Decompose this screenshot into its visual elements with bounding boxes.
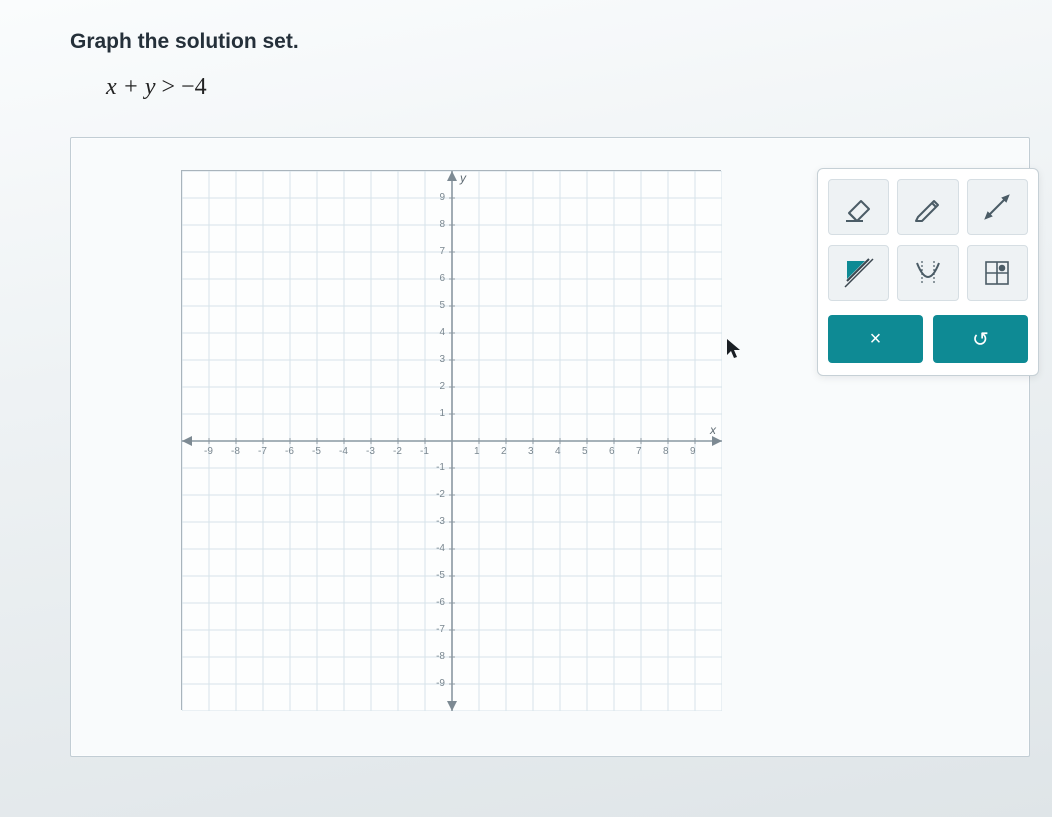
x-tick-label: 9 xyxy=(690,446,696,457)
y-tick-label: -2 xyxy=(436,489,445,500)
undo-button[interactable]: ↺ xyxy=(933,315,1028,363)
prompt-text: Graph the solution set. xyxy=(70,30,1052,54)
y-tick-label: 2 xyxy=(439,381,445,392)
inequality-expression: x + y > −4 xyxy=(106,74,1052,101)
work-panel: -9 -9 -8 -8 -7 -7 -6 -6 -5 -5 -4 -4 -3 -3 -2 -2 -1 -1 1 1 2 2… xyxy=(70,137,1030,757)
shade-region-icon xyxy=(843,257,875,289)
y-tick-label: -3 xyxy=(436,516,445,527)
clear-label: × xyxy=(870,328,882,351)
x-tick-label: 8 xyxy=(663,446,669,457)
x-tick-label: 3 xyxy=(528,446,534,457)
y-tick-label: 9 xyxy=(439,192,445,203)
parabola-tool[interactable] xyxy=(897,245,958,301)
x-tick-label: -8 xyxy=(231,446,240,457)
clear-button[interactable]: × xyxy=(828,315,923,363)
equation-op: > xyxy=(162,74,176,100)
line-icon xyxy=(981,191,1013,223)
y-tick-label: 4 xyxy=(439,327,445,338)
y-tick-label: -8 xyxy=(436,651,445,662)
page: Graph the solution set. x + y > −4 -9-9-… xyxy=(0,0,1052,757)
y-tick-label: -6 xyxy=(436,597,445,608)
x-tick-label: -6 xyxy=(285,446,294,457)
x-tick-label: -3 xyxy=(366,446,375,457)
y-tick-label: -9 xyxy=(436,678,445,689)
grid-snap-tool[interactable] xyxy=(967,245,1028,301)
x-axis-label: x xyxy=(710,423,716,437)
drawing-toolbox: × ↺ xyxy=(817,168,1039,376)
x-tick-label: -2 xyxy=(393,446,402,457)
x-tick-label: 4 xyxy=(555,446,561,457)
x-tick-label: -1 xyxy=(420,446,429,457)
x-tick-label: -5 xyxy=(312,446,321,457)
line-tool[interactable] xyxy=(967,179,1028,235)
x-tick-label: 5 xyxy=(582,446,588,457)
y-axis-label: y xyxy=(460,171,466,185)
x-tick-label: 1 xyxy=(474,446,480,457)
x-tick-label: -7 xyxy=(258,446,267,457)
x-tick-label: -9 xyxy=(204,446,213,457)
y-tick-label: -5 xyxy=(436,570,445,581)
coordinate-grid[interactable]: -9 -9 -8 -8 -7 -7 -6 -6 -5 -5 -4 -4 -3 -3 -2 -2 -1 -1 1 1 2 2… xyxy=(181,170,721,710)
x-tick-label: -4 xyxy=(339,446,348,457)
y-tick-label: 8 xyxy=(439,219,445,230)
mouse-cursor-icon xyxy=(726,338,744,362)
x-tick-label: 7 xyxy=(636,446,642,457)
shade-region-tool[interactable] xyxy=(828,245,889,301)
action-row: × ↺ xyxy=(828,315,1028,363)
equation-lhs: x + y xyxy=(106,74,156,100)
y-tick-label: -7 xyxy=(436,624,445,635)
y-tick-label: 7 xyxy=(439,246,445,257)
y-tick-label: 1 xyxy=(439,408,445,419)
y-tick-label: -1 xyxy=(436,462,445,473)
eraser-icon xyxy=(843,191,875,223)
grid-snap-icon xyxy=(981,257,1013,289)
tool-row-1 xyxy=(828,179,1028,235)
y-tick-label: 6 xyxy=(439,273,445,284)
pencil-tool[interactable] xyxy=(897,179,958,235)
undo-label: ↺ xyxy=(972,327,989,352)
x-tick-label: 6 xyxy=(609,446,615,457)
pencil-icon xyxy=(912,191,944,223)
parabola-icon xyxy=(912,257,944,289)
y-tick-label: -4 xyxy=(436,543,445,554)
y-tick-label: 3 xyxy=(439,354,445,365)
tool-row-2 xyxy=(828,245,1028,301)
x-tick-label: 2 xyxy=(501,446,507,457)
y-tick-label: 5 xyxy=(439,300,445,311)
equation-rhs: −4 xyxy=(181,74,207,100)
eraser-tool[interactable] xyxy=(828,179,889,235)
